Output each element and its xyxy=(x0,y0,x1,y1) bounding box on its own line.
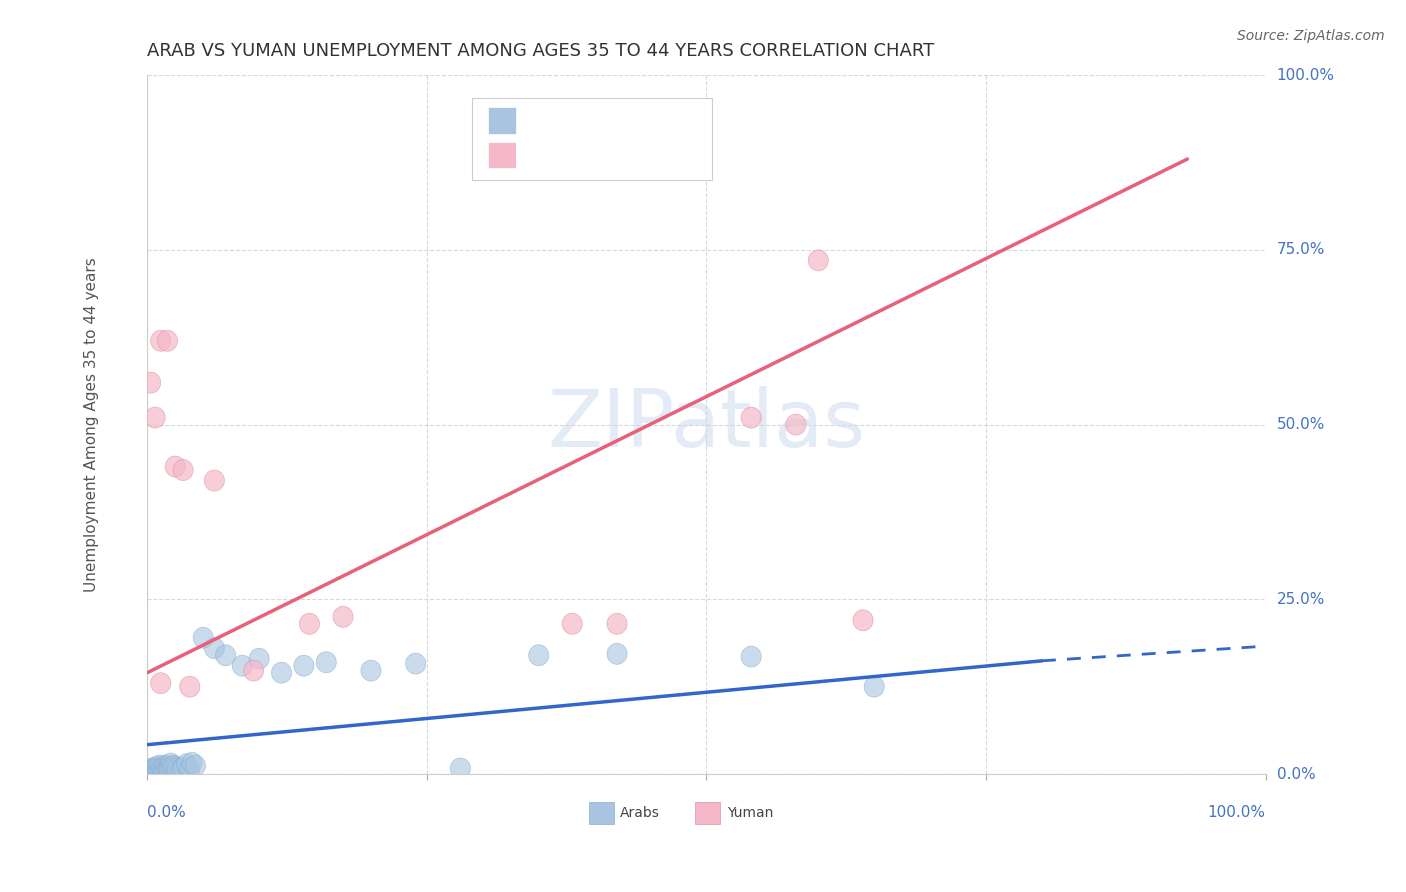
Text: ZIPatlas: ZIPatlas xyxy=(547,385,866,464)
Ellipse shape xyxy=(150,759,170,780)
Ellipse shape xyxy=(607,643,627,665)
Text: R = 0.381   N = 45: R = 0.381 N = 45 xyxy=(530,111,700,128)
Ellipse shape xyxy=(160,757,180,778)
Ellipse shape xyxy=(243,660,263,681)
Ellipse shape xyxy=(180,759,200,780)
Ellipse shape xyxy=(180,676,200,698)
Ellipse shape xyxy=(271,662,291,683)
Ellipse shape xyxy=(165,456,186,477)
Text: Unemployment Among Ages 35 to 44 years: Unemployment Among Ages 35 to 44 years xyxy=(84,257,98,592)
Ellipse shape xyxy=(139,760,160,781)
Ellipse shape xyxy=(333,607,353,627)
Ellipse shape xyxy=(150,673,170,694)
Ellipse shape xyxy=(204,638,225,658)
Bar xyxy=(488,142,516,169)
Ellipse shape xyxy=(786,414,806,435)
Ellipse shape xyxy=(149,758,169,779)
Ellipse shape xyxy=(294,656,314,676)
Ellipse shape xyxy=(853,610,873,631)
Ellipse shape xyxy=(163,756,183,776)
Text: 50.0%: 50.0% xyxy=(1277,417,1324,432)
Text: 0.0%: 0.0% xyxy=(148,805,186,820)
Ellipse shape xyxy=(141,372,160,393)
Ellipse shape xyxy=(165,756,186,778)
Bar xyxy=(488,107,516,134)
Text: 0.0%: 0.0% xyxy=(1277,766,1316,781)
Ellipse shape xyxy=(167,758,187,779)
Ellipse shape xyxy=(157,756,177,778)
Ellipse shape xyxy=(186,756,205,776)
Ellipse shape xyxy=(152,757,172,778)
Ellipse shape xyxy=(529,645,548,665)
Ellipse shape xyxy=(141,762,160,782)
Ellipse shape xyxy=(173,757,193,778)
Text: Source: ZipAtlas.com: Source: ZipAtlas.com xyxy=(1237,29,1385,43)
Ellipse shape xyxy=(156,759,176,780)
Ellipse shape xyxy=(215,645,236,665)
Ellipse shape xyxy=(173,459,193,481)
Ellipse shape xyxy=(149,756,170,776)
FancyBboxPatch shape xyxy=(471,97,711,180)
Text: R = 0.613   N = 18: R = 0.613 N = 18 xyxy=(530,145,700,163)
Ellipse shape xyxy=(145,407,165,428)
Ellipse shape xyxy=(160,753,181,774)
Ellipse shape xyxy=(405,653,426,674)
Ellipse shape xyxy=(159,759,179,780)
Ellipse shape xyxy=(607,614,627,634)
Ellipse shape xyxy=(562,614,582,634)
Ellipse shape xyxy=(170,759,191,780)
Ellipse shape xyxy=(155,758,174,779)
Ellipse shape xyxy=(176,754,197,775)
Text: ARAB VS YUMAN UNEMPLOYMENT AMONG AGES 35 TO 44 YEARS CORRELATION CHART: ARAB VS YUMAN UNEMPLOYMENT AMONG AGES 35… xyxy=(148,42,935,60)
Ellipse shape xyxy=(865,676,884,698)
Ellipse shape xyxy=(181,752,202,773)
Bar xyxy=(696,802,720,824)
Ellipse shape xyxy=(808,250,828,271)
Ellipse shape xyxy=(204,470,225,491)
Ellipse shape xyxy=(150,330,170,351)
Ellipse shape xyxy=(157,330,177,351)
Ellipse shape xyxy=(145,759,165,780)
Text: 25.0%: 25.0% xyxy=(1277,591,1324,607)
Text: 100.0%: 100.0% xyxy=(1277,68,1334,83)
Ellipse shape xyxy=(148,760,167,781)
Ellipse shape xyxy=(741,407,761,428)
Text: Yuman: Yuman xyxy=(727,806,773,820)
Text: 100.0%: 100.0% xyxy=(1208,805,1265,820)
Ellipse shape xyxy=(143,761,165,781)
Text: Arabs: Arabs xyxy=(620,806,661,820)
Ellipse shape xyxy=(143,759,163,780)
Ellipse shape xyxy=(153,761,173,781)
Ellipse shape xyxy=(146,756,166,778)
Ellipse shape xyxy=(193,627,214,648)
Ellipse shape xyxy=(249,648,269,669)
Ellipse shape xyxy=(316,652,336,673)
Ellipse shape xyxy=(450,758,471,779)
Ellipse shape xyxy=(361,660,381,681)
Text: 75.0%: 75.0% xyxy=(1277,243,1324,258)
Ellipse shape xyxy=(232,656,253,676)
Ellipse shape xyxy=(155,756,176,776)
Ellipse shape xyxy=(741,646,761,667)
Bar xyxy=(589,802,613,824)
Ellipse shape xyxy=(162,758,181,779)
Ellipse shape xyxy=(299,614,319,634)
Ellipse shape xyxy=(142,758,162,779)
